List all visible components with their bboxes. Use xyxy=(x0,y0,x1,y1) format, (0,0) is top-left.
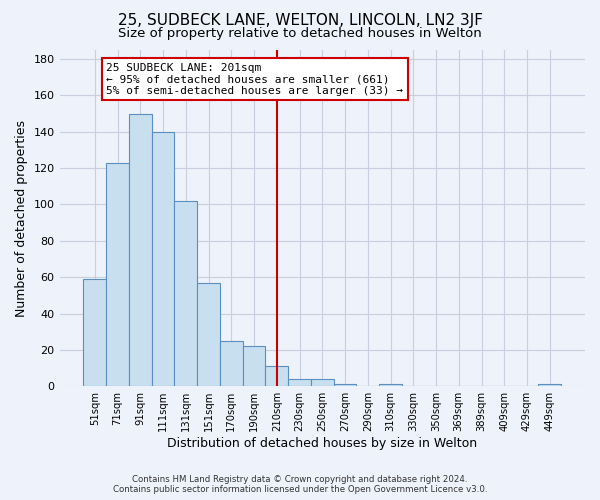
Bar xyxy=(175,201,197,386)
Bar xyxy=(311,379,334,386)
Bar xyxy=(265,366,288,386)
Bar xyxy=(242,346,265,386)
Bar xyxy=(152,132,175,386)
Text: 25 SUDBECK LANE: 201sqm
← 95% of detached houses are smaller (661)
5% of semi-de: 25 SUDBECK LANE: 201sqm ← 95% of detache… xyxy=(106,62,403,96)
Bar xyxy=(106,162,129,386)
Bar xyxy=(288,379,311,386)
X-axis label: Distribution of detached houses by size in Welton: Distribution of detached houses by size … xyxy=(167,437,478,450)
Text: Size of property relative to detached houses in Welton: Size of property relative to detached ho… xyxy=(118,28,482,40)
Bar xyxy=(379,384,402,386)
Bar xyxy=(334,384,356,386)
Bar xyxy=(538,384,561,386)
Y-axis label: Number of detached properties: Number of detached properties xyxy=(15,120,28,316)
Bar xyxy=(197,282,220,386)
Bar xyxy=(220,341,242,386)
Bar xyxy=(129,114,152,386)
Bar xyxy=(83,279,106,386)
Text: 25, SUDBECK LANE, WELTON, LINCOLN, LN2 3JF: 25, SUDBECK LANE, WELTON, LINCOLN, LN2 3… xyxy=(118,12,482,28)
Text: Contains HM Land Registry data © Crown copyright and database right 2024.
Contai: Contains HM Land Registry data © Crown c… xyxy=(113,474,487,494)
